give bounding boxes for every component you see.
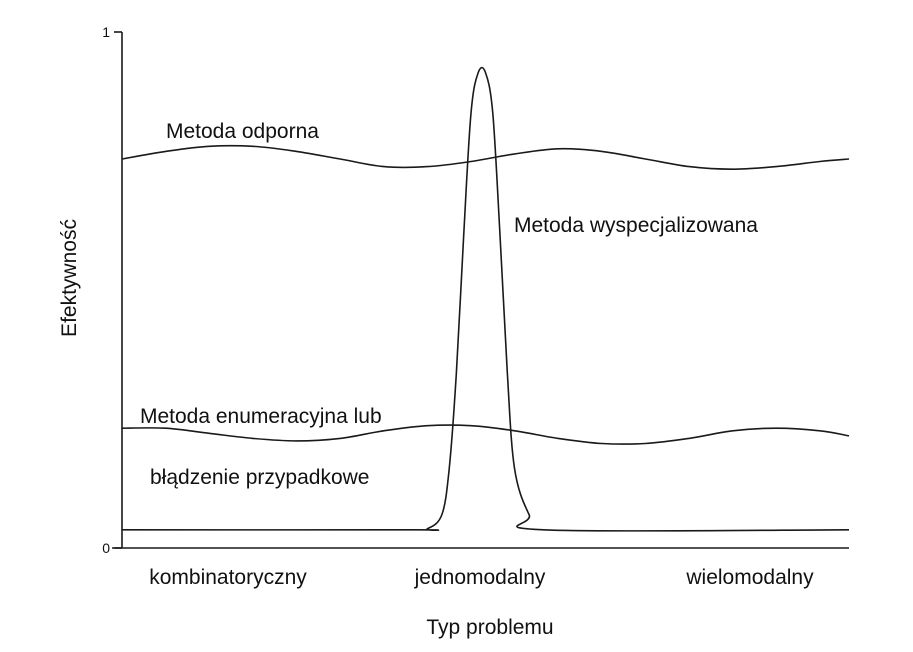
curves bbox=[121, 66, 850, 532]
enumerative-method-label-line-1: Metoda enumeracyjna lub bbox=[140, 405, 382, 428]
y-axis-title: Efektywność bbox=[58, 219, 81, 337]
x-axis-title: Typ problemu bbox=[426, 616, 553, 639]
specialized-method-curve bbox=[121, 66, 850, 532]
enumerative-method-label-line-2: błądzenie przypadkowe bbox=[150, 466, 369, 489]
category-label-wielomodalny: wielomodalny bbox=[685, 566, 814, 589]
y-tick-label-0: 0 bbox=[102, 540, 110, 556]
labels: kombinatoryczny jednomodalny wielomodalny T… bbox=[58, 120, 814, 639]
enumerative-method-curve bbox=[121, 424, 850, 445]
category-label-jednomodalny: jednomodalny bbox=[414, 566, 546, 589]
axes: 01 bbox=[102, 24, 849, 556]
robust-method-label-line-1: Metoda odporna bbox=[166, 120, 319, 143]
specialized-method-label-line-1: Metoda wyspecjalizowana bbox=[514, 214, 758, 237]
robust-method-curve bbox=[121, 144, 850, 171]
category-label-kombinatoryczny: kombinatoryczny bbox=[149, 566, 307, 589]
y-tick-label-1: 1 bbox=[102, 24, 110, 40]
